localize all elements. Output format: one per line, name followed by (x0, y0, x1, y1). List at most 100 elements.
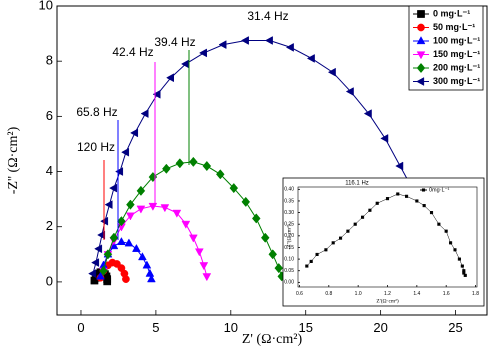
plot-frame (56, 5, 488, 316)
marker (460, 264, 464, 268)
marker (395, 161, 404, 171)
marker (305, 264, 309, 268)
marker (240, 36, 249, 45)
y-tick-label: 0 (46, 273, 53, 288)
x-tick-label: 25 (448, 320, 462, 335)
marker (453, 248, 457, 252)
marker (306, 54, 315, 63)
marker (103, 249, 113, 260)
marker (97, 230, 106, 240)
marker (172, 209, 182, 218)
marker (175, 158, 185, 169)
y-tick-label: 0.25 (284, 222, 294, 228)
x-tick-label: 5 (152, 320, 159, 335)
annotation: 65.8 Hz (76, 105, 117, 119)
x-tick-label: 1.4 (413, 291, 420, 297)
legend-label: 50 mg·L⁻¹ (433, 22, 475, 32)
marker (422, 204, 426, 208)
legend-marker (416, 62, 426, 74)
marker (136, 205, 146, 214)
x-tick-label: 0.8 (325, 291, 332, 297)
annotation: 42.4 Hz (112, 45, 153, 59)
legend-label: 0mg·L⁻¹ (429, 187, 449, 193)
annotation: 31.4 Hz (247, 9, 288, 23)
marker (396, 192, 400, 196)
marker (241, 196, 251, 207)
marker (368, 208, 372, 212)
y-tick-label: 0.10 (284, 256, 294, 262)
marker (331, 241, 335, 245)
marker (126, 212, 135, 221)
marker (324, 248, 328, 252)
marker (152, 89, 161, 99)
marker (181, 220, 191, 229)
marker (457, 257, 461, 261)
x-tick-label: 1.0 (355, 291, 362, 297)
y-axis-label: -Z'' (Ω·cm²) (6, 126, 21, 194)
marker (375, 201, 379, 205)
marker (142, 260, 152, 269)
marker (429, 211, 434, 215)
marker (463, 273, 467, 277)
marker (189, 156, 198, 167)
legend-marker (416, 51, 426, 60)
y-axis-label: -Z''(Ω·cm²) (285, 224, 292, 249)
marker (138, 252, 147, 261)
marker (194, 248, 204, 257)
marker (88, 269, 97, 278)
y-tick-label: 0.35 (284, 198, 294, 204)
x-tick-label: 0.6 (296, 291, 303, 297)
marker (345, 87, 354, 96)
marker (166, 73, 174, 83)
marker (274, 263, 284, 274)
marker (162, 163, 171, 174)
marker (444, 229, 448, 233)
marker (109, 183, 118, 193)
legend-label: 150 mg·L⁻¹ (433, 49, 480, 59)
marker (103, 277, 112, 286)
marker (198, 48, 207, 58)
marker (117, 216, 126, 227)
marker (229, 183, 239, 194)
legend-label: 300 mg·L⁻¹ (433, 76, 480, 86)
x-tick-label: 20 (373, 320, 387, 335)
y-tick-label: 0.05 (284, 268, 294, 274)
annotation: 39.4 Hz (154, 35, 195, 49)
marker (122, 275, 130, 283)
y-tick-label: 0.20 (284, 233, 294, 239)
marker (405, 194, 409, 198)
marker (132, 243, 141, 252)
x-axis-label: Z'(Ω·cm²) (376, 297, 398, 304)
marker (136, 185, 146, 196)
marker (130, 128, 139, 138)
marker (145, 268, 155, 277)
y-tick-label: 6 (46, 108, 53, 123)
marker (160, 204, 170, 213)
marker (264, 36, 273, 45)
marker (216, 169, 225, 180)
legend-box (408, 5, 484, 91)
marker (260, 232, 270, 243)
y-tick-label: 0.00 (284, 280, 294, 286)
legend-marker (417, 23, 425, 32)
marker (117, 237, 126, 246)
y-tick-label: 0.15 (284, 245, 294, 251)
marker (126, 199, 135, 210)
marker (437, 222, 441, 226)
x-tick-label: 0 (77, 320, 84, 335)
marker (285, 43, 294, 52)
marker (315, 252, 319, 256)
marker (353, 222, 357, 226)
marker (124, 238, 134, 247)
marker (268, 249, 278, 260)
marker (94, 244, 103, 254)
marker (121, 147, 130, 157)
legend-marker (417, 10, 425, 18)
marker (188, 234, 198, 243)
marker (140, 109, 149, 118)
marker (96, 271, 105, 280)
marker (309, 259, 313, 263)
marker (147, 274, 156, 283)
x-tick-label: 1.6 (443, 291, 450, 297)
